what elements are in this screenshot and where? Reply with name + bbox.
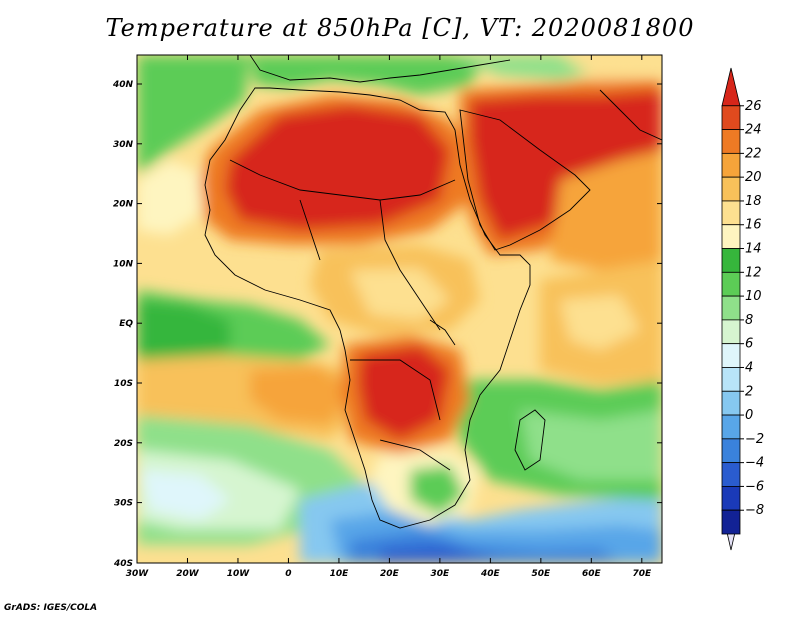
colorbar-label: 16 <box>745 218 762 233</box>
lon-tick-label: 30E <box>431 569 451 579</box>
colorbar-swatch <box>721 367 741 392</box>
colorbar-label: 14 <box>745 242 762 257</box>
lon-tick-label: 60E <box>582 569 602 579</box>
colorbar-swatch <box>721 343 741 368</box>
colorbar-swatch <box>721 152 741 178</box>
colorbar-swatch <box>721 200 741 226</box>
colorbar-swatch <box>721 462 741 487</box>
colorbar-label: 20 <box>745 170 762 185</box>
axis-ticks: 30W 20W 10W 0 10E 20E 30E 40E 50E 60E 70E 40N 30N 20N… <box>112 55 662 579</box>
colorbar-label: 12 <box>745 265 762 280</box>
colorbar-label: 2 <box>745 384 753 399</box>
lon-tick-label: 40E <box>480 569 501 579</box>
colorbar-swatch <box>721 486 741 511</box>
colorbar-label: 10 <box>745 289 762 304</box>
lat-tick-label: 20S <box>114 439 133 449</box>
colorbar-swatch <box>721 271 741 297</box>
lon-tick-label: 0 <box>285 569 291 579</box>
lat-tick-label: 40S <box>113 559 133 569</box>
lat-tick-label: 30N <box>113 140 134 150</box>
colorbar-swatch <box>721 414 741 440</box>
colorbar-label: 6 <box>745 337 753 352</box>
colorbar-swatch <box>721 105 741 130</box>
colorbar-swatch <box>721 248 741 273</box>
lat-tick-label: 10S <box>114 379 133 389</box>
colorbar-swatch <box>721 224 741 249</box>
colorbar-label: −4 <box>745 456 764 471</box>
colorbar-swatch <box>721 390 741 416</box>
lat-tick-label: 40N <box>112 80 134 90</box>
coastlines <box>204 55 662 529</box>
colorbar-label: −6 <box>745 479 764 494</box>
colorbar-label: 18 <box>745 194 762 209</box>
colorbar-swatch <box>721 438 741 464</box>
lon-tick-label: 10W <box>227 569 251 579</box>
colorbar-label: 24 <box>745 123 762 138</box>
lon-tick-label: 10E <box>330 569 350 579</box>
lon-tick-label: 20E <box>380 569 400 579</box>
colorbar-label: 22 <box>745 146 762 161</box>
temperature-field <box>137 55 662 563</box>
lon-tick-label: 50E <box>532 569 552 579</box>
colorbar-swatch <box>721 295 741 321</box>
colorbar-label: 4 <box>745 360 753 375</box>
colorbar-label: 8 <box>745 313 753 328</box>
lon-tick-label: 30W <box>126 569 150 579</box>
colorbar-swatch <box>721 509 741 535</box>
lat-tick-label: 10N <box>113 259 134 269</box>
colorbar-label: 0 <box>745 408 753 423</box>
colorbar-label: −2 <box>745 432 764 447</box>
colorbar-swatch <box>721 319 741 345</box>
lon-tick-label: 70E <box>632 569 652 579</box>
grads-credit: GrADS: IGES/COLA <box>4 603 98 613</box>
lon-tick-label: 20W <box>176 569 200 579</box>
colorbar-swatch <box>721 176 741 202</box>
lat-tick-label: 20N <box>113 200 134 210</box>
map-frame <box>136 54 663 564</box>
map-title: Temperature at 850hPa [C], VT: 202008180… <box>105 14 695 42</box>
colorbar-swatch <box>721 129 741 154</box>
lat-tick-label: 30S <box>114 499 133 509</box>
colorbar-top-triangle <box>721 67 741 107</box>
lat-tick-label: EQ <box>119 319 133 329</box>
colorbar-label: −8 <box>745 503 764 518</box>
colorbar-label: 26 <box>745 99 762 114</box>
